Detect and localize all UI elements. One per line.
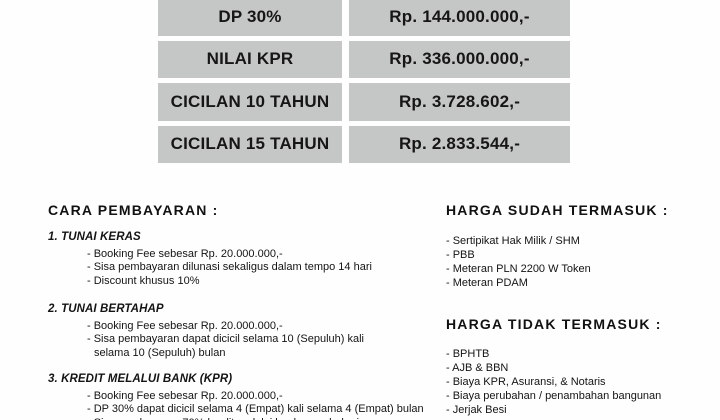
included-heading: HARGA SUDAH TERMASUK : — [446, 202, 669, 218]
excluded-item: - BPHTB — [446, 348, 490, 360]
table-label-cell: CICILAN 10 TAHUN — [158, 83, 342, 121]
method-line: - DP 30% dapat dicicil selama 4 (Empat) … — [87, 403, 424, 415]
method-line: - Sisa pembayaran dapat dicicil selama 1… — [87, 333, 364, 345]
table-value-cell: Rp. 144.000.000,- — [349, 0, 570, 36]
excluded-list: - BPHTB - AJB & BBN - Biaya KPR, Asurans… — [446, 347, 711, 417]
excluded-item: - Biaya KPR, Asuransi, & Notaris — [446, 376, 606, 388]
price-includes-section: HARGA SUDAH TERMASUK : - Sertipikat Hak … — [446, 202, 711, 417]
table-label-cell: NILAI KPR — [158, 40, 342, 78]
excluded-heading: HARGA TIDAK TERMASUK : — [446, 316, 662, 332]
included-item: - PBB — [446, 249, 475, 261]
table-row: NILAI KPR Rp. 336.000.000,- — [158, 40, 570, 78]
method-line: - Booking Fee sebesar Rp. 20.000.000,- — [87, 319, 283, 332]
method-line: - Discount khusus 10% — [87, 274, 200, 287]
table-value-cell: Rp. 2.833.544,- — [349, 125, 570, 163]
excluded-item: - Biaya perubahan / penambahan bangunan — [446, 390, 662, 402]
method-title: 1. TUNAI KERAS — [48, 231, 141, 243]
payment-section: CARA PEMBAYARAN : 1. TUNAI KERAS - Booki… — [48, 202, 468, 420]
method-title: 3. KREDIT MELALUI BANK (KPR) — [48, 373, 233, 385]
excluded-item: - Jerjak Besi — [446, 404, 507, 416]
payment-method-kpr: 3. KREDIT MELALUI BANK (KPR) - Booking F… — [48, 373, 468, 420]
method-line-clipped: - Sisa pembayaran 70% kredit melalui ban… — [87, 417, 468, 420]
table-value-cell: Rp. 336.000.000,- — [349, 40, 570, 78]
payment-method-tunai-bertahap: 2. TUNAI BERTAHAP - Booking Fee sebesar … — [48, 303, 468, 360]
payment-heading: CARA PEMBAYARAN : — [48, 202, 219, 218]
included-item: - Meteran PDAM — [446, 277, 528, 289]
table-label-cell: DP 30% — [158, 0, 342, 36]
included-item: - Meteran PLN 2200 W Token — [446, 263, 591, 275]
payment-method-tunai-keras: 1. TUNAI KERAS - Booking Fee sebesar Rp.… — [48, 231, 468, 288]
included-list: - Sertipikat Hak Milik / SHM - PBB - Met… — [446, 234, 711, 290]
method-title: 2. TUNAI BERTAHAP — [48, 303, 164, 315]
method-line: - Sisa pembayaran dilunasi sekaligus dal… — [87, 261, 372, 273]
price-table: DP 30% Rp. 144.000.000,- NILAI KPR Rp. 3… — [158, 0, 570, 163]
method-line: - Booking Fee sebesar Rp. 20.000.000,- — [87, 247, 283, 260]
included-item: - Sertipikat Hak Milik / SHM — [446, 235, 580, 247]
table-row: CICILAN 10 TAHUN Rp. 3.728.602,- — [158, 83, 570, 121]
table-label-cell: CICILAN 15 TAHUN — [158, 125, 342, 163]
method-line: - Booking Fee sebesar Rp. 20.000.000,- — [87, 389, 283, 402]
table-row: DP 30% Rp. 144.000.000,- — [158, 0, 570, 36]
table-row: CICILAN 15 TAHUN Rp. 2.833.544,- — [158, 125, 570, 163]
table-value-cell: Rp. 3.728.602,- — [349, 83, 570, 121]
method-line-continuation: selama 10 (Sepuluh) bulan — [94, 346, 226, 359]
excluded-item: - AJB & BBN — [446, 362, 509, 374]
